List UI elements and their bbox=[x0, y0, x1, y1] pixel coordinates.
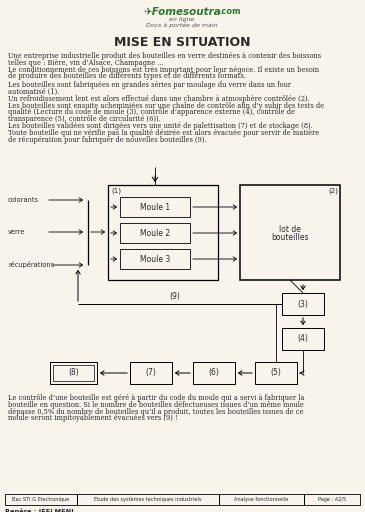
Bar bbox=[108, 185, 218, 280]
Bar bbox=[282, 328, 324, 350]
Bar bbox=[53, 365, 94, 381]
Text: (2): (2) bbox=[328, 187, 338, 194]
Text: Bac STI G Electronique: Bac STI G Electronique bbox=[12, 497, 70, 502]
Text: .com: .com bbox=[218, 7, 241, 16]
Text: Les bouteilles validées sont dirigées vers une unité de palettisation (7) et de : Les bouteilles validées sont dirigées ve… bbox=[8, 122, 313, 130]
Text: moule seront impitoyablement évacuées vers (9) !: moule seront impitoyablement évacuées ve… bbox=[8, 414, 178, 422]
Text: (1): (1) bbox=[111, 188, 121, 195]
Text: en ligne: en ligne bbox=[169, 17, 195, 22]
Text: Page : A2/5: Page : A2/5 bbox=[318, 497, 346, 502]
Text: Moule 1: Moule 1 bbox=[140, 203, 170, 211]
Text: qualité (Lecture du code de moule (3), contrôle d’apparence externe (4), contrôl: qualité (Lecture du code de moule (3), c… bbox=[8, 109, 295, 116]
Text: Le contrôle d’une bouteille est géré à partir du code du moule qui a servi à fab: Le contrôle d’une bouteille est géré à p… bbox=[8, 394, 304, 402]
Text: (4): (4) bbox=[297, 334, 308, 344]
Text: telles que : Bière, vin d’Alsace, Champagne ...: telles que : Bière, vin d’Alsace, Champa… bbox=[8, 59, 164, 67]
Text: (6): (6) bbox=[208, 369, 219, 377]
Text: (5): (5) bbox=[270, 369, 281, 377]
Text: MISE EN SITUATION: MISE EN SITUATION bbox=[114, 36, 250, 49]
Text: récupérations: récupérations bbox=[8, 262, 54, 268]
Text: colorants: colorants bbox=[8, 197, 39, 203]
Bar bbox=[130, 362, 172, 384]
Bar bbox=[50, 362, 97, 384]
Bar bbox=[240, 185, 340, 280]
Text: Une entreprise industrielle produit des bouteilles en verre destinées à contenir: Une entreprise industrielle produit des … bbox=[8, 52, 321, 60]
Bar bbox=[219, 494, 304, 505]
Text: ✈Fomesoutra: ✈Fomesoutra bbox=[143, 7, 221, 17]
Text: Les bouteilles sont fabriquées en grandes séries par moulage du verre dans un fo: Les bouteilles sont fabriquées en grande… bbox=[8, 81, 291, 89]
Text: Un refroidissement lent est alors effectué dans une chambre à atmosphère contrôl: Un refroidissement lent est alors effect… bbox=[8, 95, 310, 103]
Bar bbox=[120, 223, 190, 243]
Bar bbox=[282, 293, 324, 315]
Text: Moule 2: Moule 2 bbox=[140, 228, 170, 238]
Text: Repère : IEELMENJ: Repère : IEELMENJ bbox=[5, 508, 74, 512]
Text: (9): (9) bbox=[170, 292, 180, 301]
Text: Toute bouteille qui ne vérifie pas la qualité désirée est alors évacuée pour ser: Toute bouteille qui ne vérifie pas la qu… bbox=[8, 129, 319, 137]
Text: Docs à portée de main: Docs à portée de main bbox=[146, 23, 218, 29]
Text: Etude des systèmes techniques industriels: Etude des systèmes techniques industriel… bbox=[94, 497, 202, 502]
Bar bbox=[304, 494, 360, 505]
Text: automatisé (1).: automatisé (1). bbox=[8, 88, 59, 96]
Text: bouteilles: bouteilles bbox=[271, 233, 309, 242]
Text: dépasse 0,5% du nombre de bouteilles qu’il a produit, toutes les bouteilles issu: dépasse 0,5% du nombre de bouteilles qu’… bbox=[8, 408, 304, 416]
Text: (8): (8) bbox=[68, 369, 79, 377]
Bar bbox=[255, 362, 297, 384]
Bar bbox=[120, 197, 190, 217]
Text: bouteille en question. Si le nombre de bouteilles défectueuses issues d’un même : bouteille en question. Si le nombre de b… bbox=[8, 401, 304, 409]
Text: verre: verre bbox=[8, 229, 26, 235]
Text: Analyse fonctionnelle: Analyse fonctionnelle bbox=[234, 497, 289, 502]
Bar bbox=[120, 249, 190, 269]
Text: (3): (3) bbox=[297, 300, 308, 309]
Text: Moule 3: Moule 3 bbox=[140, 254, 170, 264]
Text: de récupération pour fabriquer de nouvelles bouteilles (9).: de récupération pour fabriquer de nouvel… bbox=[8, 136, 207, 143]
Bar bbox=[5, 494, 77, 505]
Text: Le conditionnement de ces boissons est très important pour leur négoce. Il exist: Le conditionnement de ces boissons est t… bbox=[8, 66, 319, 74]
Text: (7): (7) bbox=[146, 369, 157, 377]
Text: de produire des bouteilles de différents types et de différents formats.: de produire des bouteilles de différents… bbox=[8, 72, 246, 80]
Text: lot de: lot de bbox=[279, 225, 301, 234]
Bar bbox=[77, 494, 219, 505]
Bar bbox=[193, 362, 235, 384]
Text: transparence (5), contrôle de circularité (6)).: transparence (5), contrôle de circularit… bbox=[8, 115, 161, 123]
Text: Les bouteilles sont ensuite acheminiées sur une chaîne de contrôle afin d’y subi: Les bouteilles sont ensuite acheminiées … bbox=[8, 101, 324, 110]
